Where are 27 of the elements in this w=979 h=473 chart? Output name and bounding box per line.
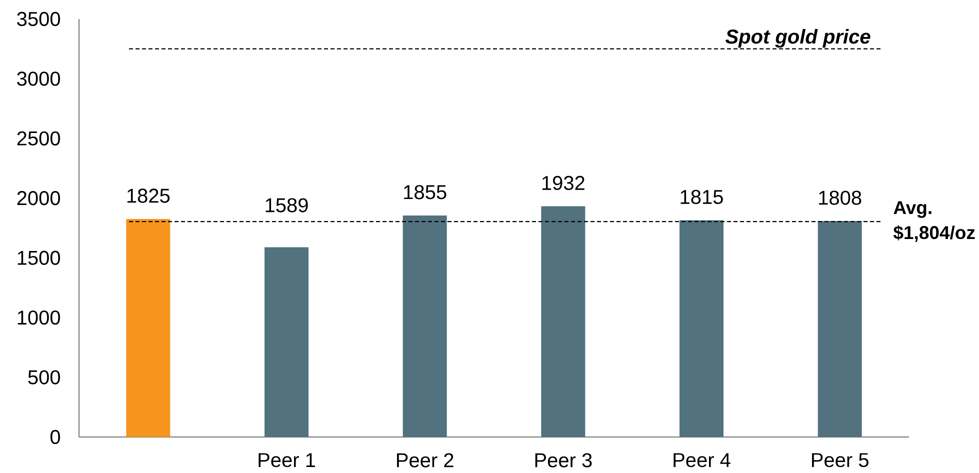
bar (264, 247, 308, 437)
y-tick-label: 0 (50, 430, 60, 444)
data-label: 1825 (127, 188, 170, 203)
bar (402, 215, 447, 437)
bar (818, 221, 862, 437)
data-label: 1808 (819, 190, 862, 205)
y-tick-label: 2500 (17, 131, 60, 146)
x-tick-label: Peer 5 (812, 453, 868, 468)
bar (126, 219, 170, 437)
data-label: 1589 (266, 198, 308, 212)
ref-line-label: Spot gold price (725, 29, 870, 48)
x-tick-label: Peer 4 (674, 453, 730, 468)
bar (680, 220, 724, 437)
x-tick-label: Peer 3 (535, 453, 592, 468)
y-tick-label: 500 (28, 370, 60, 384)
data-label: 1932 (542, 176, 584, 190)
y-tick-label: 3500 (17, 12, 60, 26)
ref-line-label: Avg. $1,804/oz (893, 201, 975, 242)
bar (541, 206, 586, 437)
data-label: 1815 (680, 190, 723, 204)
y-tick-label: 2000 (17, 191, 60, 206)
y-tick-label: 1000 (18, 310, 60, 325)
x-tick-label: Peer 2 (397, 453, 454, 468)
y-tick-label: 1500 (18, 250, 60, 265)
x-tick-label: Peer 1 (258, 453, 315, 468)
y-tick-label: 3000 (17, 72, 60, 86)
data-label: 1855 (404, 185, 446, 200)
